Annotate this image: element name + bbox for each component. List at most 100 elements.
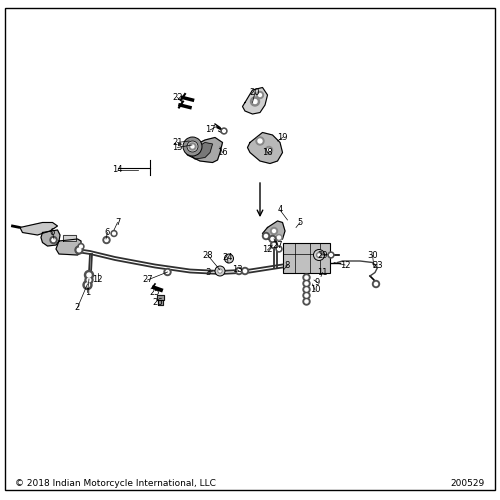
Text: 29: 29 (318, 250, 328, 260)
Circle shape (221, 128, 227, 134)
Text: 8: 8 (285, 260, 290, 270)
Circle shape (103, 236, 110, 244)
Circle shape (272, 244, 276, 246)
Circle shape (303, 280, 310, 287)
Bar (282, 242, 330, 272)
Circle shape (85, 276, 93, 284)
Polygon shape (62, 235, 76, 241)
Text: 2: 2 (75, 303, 80, 312)
Text: 23: 23 (372, 260, 383, 270)
Circle shape (50, 236, 57, 244)
Text: 18: 18 (262, 148, 273, 157)
Circle shape (270, 242, 278, 248)
Circle shape (238, 270, 240, 272)
Circle shape (264, 234, 268, 238)
Polygon shape (20, 222, 58, 235)
Circle shape (305, 288, 308, 291)
Circle shape (318, 254, 320, 256)
Circle shape (258, 139, 262, 143)
Circle shape (78, 244, 84, 250)
Circle shape (87, 273, 91, 277)
Ellipse shape (187, 141, 198, 152)
Text: 4: 4 (278, 206, 282, 214)
Text: 6: 6 (50, 228, 55, 237)
Circle shape (314, 250, 324, 260)
Text: 30: 30 (367, 250, 378, 260)
Text: 10: 10 (310, 286, 320, 294)
Circle shape (86, 283, 89, 287)
Circle shape (166, 270, 169, 274)
Text: 19: 19 (277, 133, 288, 142)
Circle shape (84, 270, 94, 280)
Text: 13: 13 (232, 266, 243, 274)
Circle shape (258, 94, 262, 96)
Text: 3: 3 (205, 268, 210, 277)
Circle shape (278, 248, 280, 250)
Text: 24: 24 (222, 253, 233, 262)
Text: 200529: 200529 (451, 479, 485, 488)
Circle shape (111, 230, 117, 236)
Polygon shape (158, 300, 162, 305)
Circle shape (269, 236, 276, 242)
Circle shape (191, 145, 194, 148)
Circle shape (328, 252, 334, 258)
Circle shape (303, 274, 310, 281)
Circle shape (266, 146, 272, 154)
Circle shape (253, 100, 257, 103)
Circle shape (305, 300, 308, 303)
Circle shape (77, 248, 81, 252)
Circle shape (374, 282, 378, 286)
Circle shape (276, 246, 282, 252)
Circle shape (105, 238, 108, 242)
Text: 5: 5 (298, 218, 302, 227)
Polygon shape (41, 230, 60, 246)
Text: 17: 17 (204, 126, 216, 134)
Circle shape (164, 268, 171, 276)
Polygon shape (262, 221, 285, 242)
Circle shape (305, 294, 308, 297)
Circle shape (224, 254, 234, 263)
Circle shape (215, 266, 225, 276)
Polygon shape (156, 295, 164, 300)
Circle shape (330, 254, 332, 256)
Text: 26: 26 (152, 298, 163, 307)
Text: 16: 16 (217, 148, 228, 157)
Circle shape (276, 234, 282, 240)
Circle shape (305, 282, 308, 285)
Circle shape (262, 232, 270, 239)
Text: 28: 28 (202, 250, 213, 260)
Circle shape (219, 270, 221, 272)
Text: 9: 9 (315, 278, 320, 287)
Text: 27: 27 (272, 240, 283, 250)
Circle shape (278, 236, 280, 239)
Circle shape (52, 238, 55, 242)
Circle shape (256, 137, 264, 145)
Text: 12: 12 (92, 276, 103, 284)
Text: 22: 22 (172, 93, 183, 102)
Polygon shape (190, 142, 212, 159)
Circle shape (75, 246, 83, 254)
Circle shape (316, 252, 322, 258)
Text: 21: 21 (172, 138, 183, 147)
Polygon shape (248, 132, 282, 164)
Circle shape (80, 245, 82, 248)
Polygon shape (185, 138, 222, 162)
Polygon shape (56, 239, 81, 255)
Circle shape (83, 280, 92, 289)
Circle shape (250, 97, 260, 106)
Circle shape (244, 270, 246, 272)
Text: 12: 12 (262, 246, 273, 254)
Circle shape (112, 232, 116, 235)
Text: 14: 14 (112, 166, 123, 174)
Text: 11: 11 (318, 268, 328, 277)
Circle shape (218, 269, 222, 273)
Circle shape (303, 298, 310, 305)
Circle shape (303, 286, 310, 293)
Circle shape (222, 130, 226, 132)
Circle shape (87, 278, 91, 282)
Text: 15: 15 (172, 143, 183, 152)
Circle shape (256, 92, 264, 98)
Circle shape (189, 143, 196, 150)
Text: 6: 6 (105, 228, 110, 237)
Text: 27: 27 (142, 276, 153, 284)
